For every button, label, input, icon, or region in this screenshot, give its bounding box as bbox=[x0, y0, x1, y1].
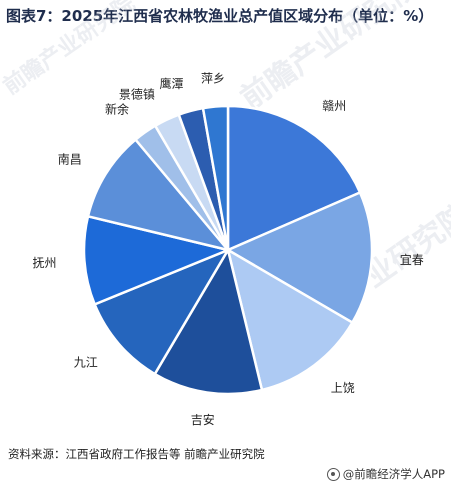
pie-slice-1 bbox=[226, 191, 374, 324]
slice-label-0: 赣州 bbox=[322, 99, 346, 113]
pie-slice-2 bbox=[226, 248, 354, 392]
source-note: 资料来源：江西省政府工作报告等 前瞻产业研究院 bbox=[8, 447, 265, 461]
pie-slice-4 bbox=[93, 248, 230, 376]
slice-label-1: 宜春 bbox=[400, 252, 424, 267]
slice-label-10: 萍乡 bbox=[201, 72, 225, 86]
brand-text: @前瞻经济学人APP bbox=[342, 467, 445, 481]
slice-label-4: 九江 bbox=[74, 355, 98, 369]
brand-footer: @前瞻经济学人APP bbox=[326, 466, 445, 482]
chart-title: 图表7：2025年江西省农林牧渔业总产值区域分布（单位：%） bbox=[6, 7, 434, 25]
brand-logo-icon bbox=[326, 467, 340, 481]
pie-slice-0 bbox=[226, 104, 362, 252]
slice-label-3: 吉安 bbox=[191, 412, 215, 427]
pie-slices bbox=[82, 104, 374, 396]
slice-label-9: 鹰潭 bbox=[159, 76, 183, 91]
watermark-text-0: 前瞻产业研究院 bbox=[0, 0, 140, 100]
pie-slice-10 bbox=[201, 104, 230, 252]
slice-label-8: 景德镇 bbox=[119, 86, 155, 101]
pie-chart: 前瞻产业研究院前瞻产业研究院前瞻产业研究院 赣州宜春上饶吉安九江抚州南昌新余景德… bbox=[0, 0, 451, 427]
pie-slice-6 bbox=[86, 138, 230, 252]
pie-slice-5 bbox=[82, 215, 230, 306]
slice-label-5: 抚州 bbox=[32, 256, 56, 270]
slice-label-6: 南昌 bbox=[58, 151, 82, 166]
slice-label-2: 上饶 bbox=[331, 381, 355, 395]
pie-slice-3 bbox=[153, 248, 264, 396]
slice-label-7: 新余 bbox=[105, 101, 129, 116]
